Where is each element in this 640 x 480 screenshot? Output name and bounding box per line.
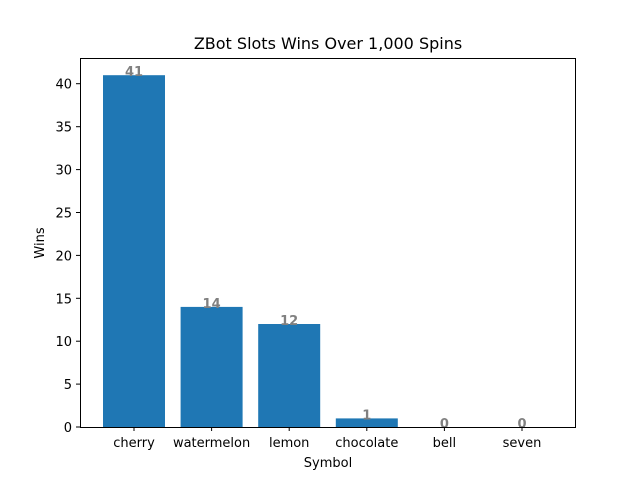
y-axis: 0 5 10 15 20 25 30 35 40 (55, 78, 80, 436)
bar-watermelon (180, 306, 243, 427)
data-label-watermelon: 14 (203, 297, 221, 312)
data-label-cherry: 41 (125, 65, 143, 80)
y-tick-label-30: 30 (55, 164, 72, 179)
bar-cherry (103, 75, 165, 427)
y-tick-label-15: 15 (55, 292, 72, 307)
plot-frame (80, 58, 576, 428)
y-tick-label-20: 20 (55, 249, 72, 264)
data-label-chocolate: 1 (362, 408, 371, 423)
data-label-lemon: 12 (280, 314, 298, 329)
bar-lemon (258, 324, 321, 427)
y-tick-label-10: 10 (55, 335, 72, 350)
y-axis-label: Wins (33, 227, 48, 258)
y-tick-label-35: 35 (55, 121, 72, 136)
x-tick-label-seven: seven (503, 436, 542, 451)
x-tick-label-bell: bell (433, 436, 456, 451)
data-label-bell: 0 (440, 417, 449, 432)
x-tick-label-lemon: lemon (269, 436, 309, 451)
x-axis-label: Symbol (304, 456, 352, 471)
x-axis: cherry watermelon lemon chocolate bell seven (113, 427, 541, 451)
x-tick-label-cherry: cherry (113, 436, 155, 451)
x-tick-label-watermelon: watermelon (173, 436, 250, 451)
y-tick-label-40: 40 (55, 78, 72, 93)
y-tick-label-25: 25 (55, 207, 72, 222)
data-label-seven: 0 (517, 417, 526, 432)
bars-group (103, 75, 398, 427)
y-tick-label-5: 5 (64, 378, 72, 393)
x-tick-label-chocolate: chocolate (335, 436, 398, 451)
y-tick-label-0: 0 (64, 421, 72, 436)
bar-chocolate (335, 418, 398, 427)
chart-title: ZBot Slots Wins Over 1,000 Spins (194, 34, 462, 53)
